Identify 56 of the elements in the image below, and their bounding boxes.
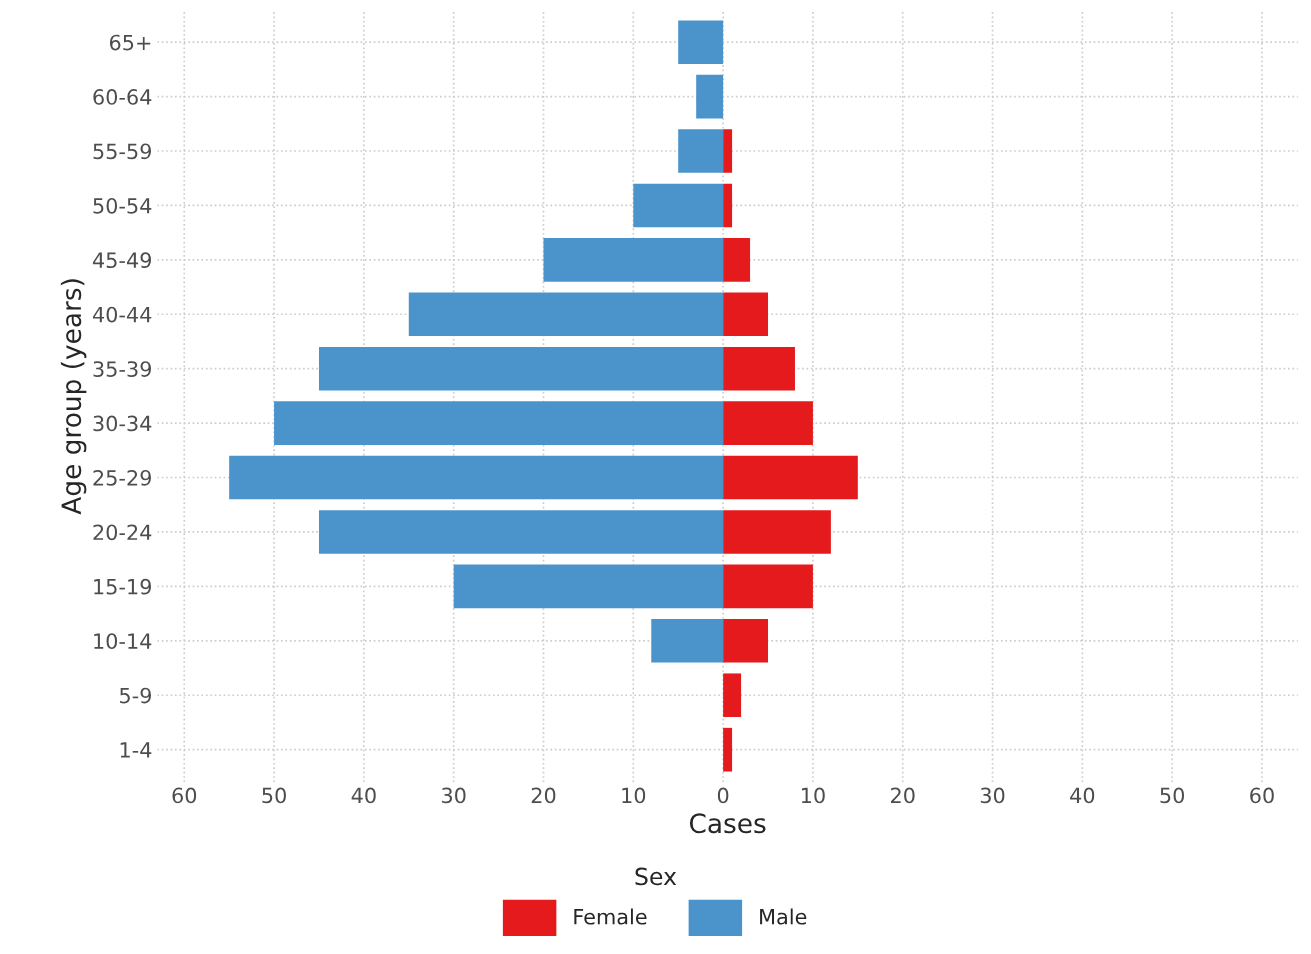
x-tick-label: 50: [262, 787, 286, 804]
bar: [408, 292, 724, 337]
bar: [696, 74, 724, 119]
bar: [274, 401, 724, 445]
bar: [678, 129, 724, 173]
y-tick-label: 1-4: [120, 742, 152, 758]
x-tick-label: 20: [891, 787, 915, 804]
x-tick-label: 20: [531, 787, 556, 804]
legend-label: Male: [760, 908, 807, 925]
bar: [651, 619, 724, 663]
bar: [723, 619, 769, 663]
x-tick-label: 0: [717, 787, 729, 804]
bar: [318, 346, 724, 391]
x-tick-label: 40: [1070, 787, 1095, 804]
y-tick-label: 5-9: [120, 687, 151, 704]
y-tick-label: 25-29: [93, 469, 151, 486]
bar: [543, 238, 724, 282]
x-tick-label: 10: [622, 787, 646, 804]
bar: [723, 727, 733, 772]
bar: [633, 183, 724, 228]
bar: [723, 455, 858, 500]
y-tick-label: 15-19: [94, 578, 151, 595]
bar: [723, 401, 813, 445]
y-tick-label: 50-54: [93, 197, 152, 214]
y-tick-label: 60-64: [93, 89, 152, 105]
bar: [723, 129, 733, 173]
bar: [723, 510, 831, 554]
bar: [723, 564, 813, 609]
legend-title: Sex: [635, 867, 677, 886]
bar: [229, 455, 724, 500]
x-axis-title: Cases: [689, 813, 766, 834]
bar: [678, 20, 724, 64]
x-tick-label: 40: [351, 787, 376, 804]
x-tick-label: 30: [980, 787, 1005, 804]
y-tick-label: 65+: [109, 34, 151, 51]
y-tick-label: 55-59: [93, 143, 151, 160]
x-tick-label: 50: [1160, 787, 1185, 804]
y-tick-label: 20-24: [93, 524, 152, 541]
y-tick-label: 45-49: [92, 252, 151, 269]
x-tick-label: 30: [442, 787, 466, 804]
bar: [723, 346, 795, 391]
y-tick-label: 10-14: [94, 633, 152, 649]
legend-label: Female: [574, 908, 647, 925]
x-tick-label: 10: [801, 787, 825, 804]
bar: [453, 564, 724, 609]
y-tick-label: 30-34: [93, 415, 152, 432]
x-tick-label: 60: [172, 787, 197, 804]
bar: [723, 183, 733, 228]
bar: [723, 673, 742, 717]
x-tick-label: 60: [1250, 787, 1274, 804]
y-tick-label: 40-44: [92, 306, 152, 323]
bar: [723, 292, 769, 337]
bar: [318, 510, 724, 554]
bar: [723, 238, 751, 282]
y-axis-title: Age group (years): [60, 279, 87, 515]
y-tick-label: 35-39: [93, 361, 151, 377]
